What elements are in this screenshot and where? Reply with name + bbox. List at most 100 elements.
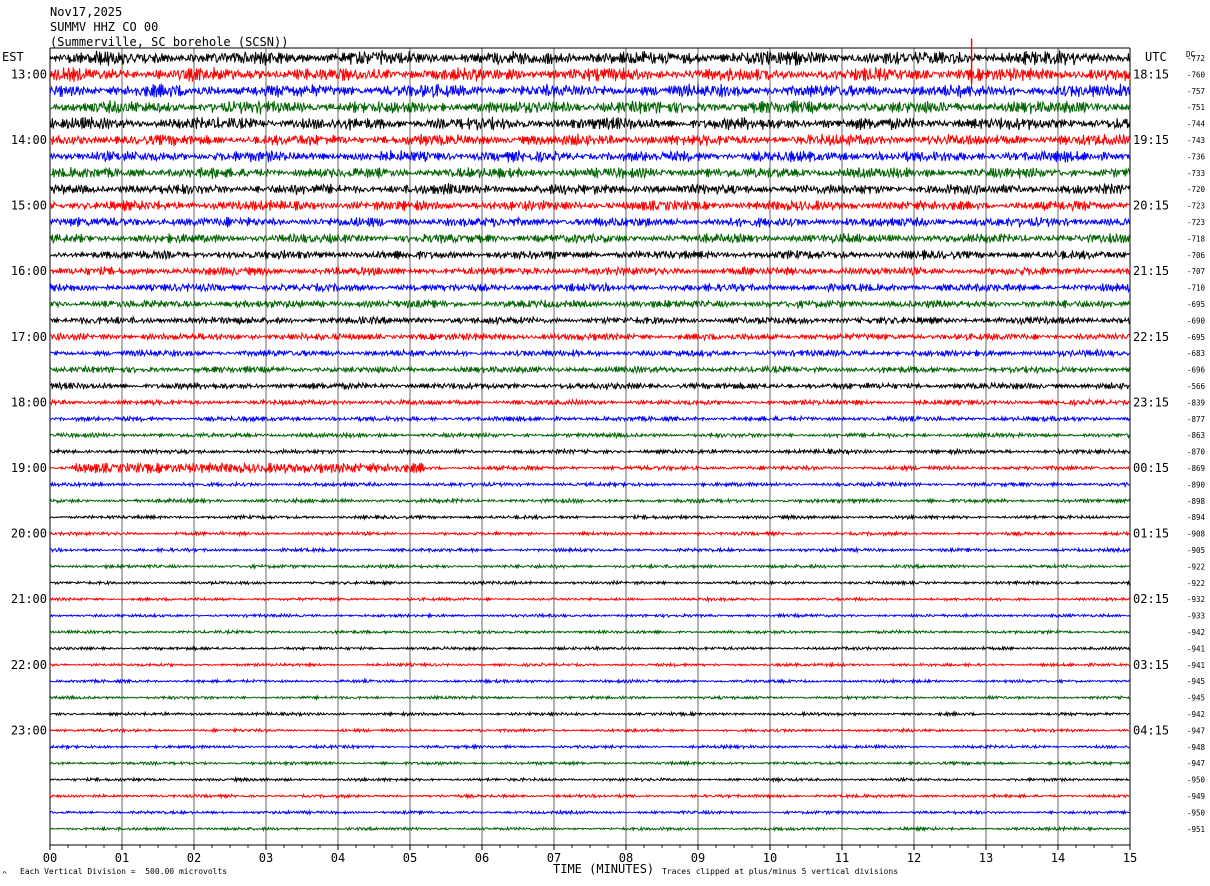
clip-note: Traces clipped at plus/minus 5 vertical … — [662, 867, 898, 876]
dc-offset-value: -760 — [1187, 70, 1206, 79]
dc-offset-value: -945 — [1187, 677, 1205, 686]
utc-hour-label: 20:15 — [1133, 199, 1169, 213]
trace-32 — [49, 579, 1131, 587]
utc-hour-label: 23:15 — [1133, 395, 1169, 409]
trace-3 — [49, 99, 1131, 115]
trace-29 — [49, 530, 1131, 538]
x-tick-label: 03 — [259, 851, 273, 865]
trace-34 — [50, 612, 1131, 620]
left-timezone-label: EST — [2, 50, 24, 64]
est-hour-label: 15:00 — [11, 199, 47, 213]
trace-47 — [49, 825, 1131, 833]
x-tick-label: 11 — [835, 851, 849, 865]
trace-16 — [49, 315, 1131, 327]
dc-offset-value: -922 — [1187, 579, 1205, 588]
trace-36 — [49, 644, 1131, 652]
est-hour-label: 14:00 — [11, 133, 47, 147]
corner-mark: ^ — [2, 870, 7, 879]
dc-offset-value: -710 — [1187, 284, 1206, 293]
trace-8 — [50, 182, 1131, 196]
x-tick-label: 02 — [187, 851, 201, 865]
trace-17 — [49, 331, 1131, 342]
utc-hour-label: 04:15 — [1133, 723, 1169, 737]
x-tick-label: 08 — [619, 851, 633, 865]
dc-offset-value: -947 — [1187, 759, 1205, 768]
est-hour-label: 22:00 — [11, 658, 47, 672]
x-tick-label: 00 — [43, 851, 57, 865]
header: Nov17,2025 SUMMV HHZ CO 00 (Summerville,… — [2, 5, 1195, 64]
dc-offset-value: -922 — [1187, 562, 1205, 571]
dc-column-header: DC — [1186, 50, 1195, 59]
dc-offset-value: -566 — [1187, 382, 1206, 391]
trace-35 — [49, 628, 1131, 636]
utc-hour-label: 01:15 — [1133, 527, 1169, 541]
dc-offset-value: -949 — [1187, 792, 1205, 801]
dc-offset-value: -733 — [1187, 169, 1205, 178]
dc-offset-value: -863 — [1187, 431, 1205, 440]
trace-40 — [49, 710, 1131, 718]
dc-offset-value: -839 — [1187, 398, 1205, 407]
trace-0 — [49, 50, 1131, 66]
trace-2 — [49, 83, 1131, 99]
utc-hour-label: 03:15 — [1133, 658, 1169, 672]
dc-offset-value: -950 — [1187, 776, 1206, 785]
est-hour-label: 13:00 — [11, 67, 47, 81]
utc-hour-label: 18:15 — [1133, 67, 1169, 81]
dc-offset-value: -720 — [1187, 185, 1206, 194]
dc-offset-value: -941 — [1187, 661, 1205, 670]
est-hour-label: 17:00 — [11, 330, 47, 344]
header-station: SUMMV HHZ CO 00 — [50, 20, 158, 34]
trace-20 — [49, 381, 1131, 391]
dc-offset-value: -941 — [1187, 644, 1205, 653]
trace-14 — [49, 281, 1131, 294]
dc-offset-value: -942 — [1187, 710, 1205, 719]
scale-note: Each Vertical Division = 500.00 microvol… — [20, 867, 227, 876]
x-tick-label: 10 — [763, 851, 777, 865]
dc-offset-value: -905 — [1187, 546, 1205, 555]
dc-offset-value: -950 — [1187, 808, 1206, 817]
dc-offset-value: -951 — [1187, 825, 1205, 834]
dc-offset-value: -757 — [1187, 87, 1205, 96]
dc-offset-value: -945 — [1187, 694, 1205, 703]
dc-offset-value: -942 — [1187, 628, 1205, 637]
dc-offset-value: -772 — [1187, 54, 1205, 63]
trace-45 — [49, 792, 1131, 800]
x-tick-label: 15 — [1123, 851, 1137, 865]
trace-44 — [49, 776, 1130, 784]
dc-offset-value: -744 — [1187, 120, 1206, 129]
dc-offset-value: -947 — [1187, 726, 1205, 735]
x-axis-title: TIME (MINUTES) — [553, 862, 654, 876]
x-tick-label: 06 — [475, 851, 489, 865]
trace-23 — [49, 431, 1131, 440]
trace-41 — [49, 726, 1130, 734]
dc-offset-value: -683 — [1187, 349, 1205, 358]
dc-offset-labels: -772 -760 -757 -751 -744 -743 -736 -733 -720 -723… — [1187, 54, 1206, 834]
dc-offset-value: -869 — [1187, 464, 1205, 473]
utc-hour-label: 00:15 — [1133, 461, 1169, 475]
dc-offset-value: -690 — [1187, 316, 1206, 325]
est-hour-label: 19:00 — [11, 461, 47, 475]
trace-28 — [49, 513, 1131, 521]
trace-10 — [49, 216, 1131, 229]
dc-offset-value: -894 — [1187, 513, 1206, 522]
right-timezone-label: UTC — [1145, 50, 1167, 64]
trace-42 — [49, 743, 1131, 751]
est-hour-label: 18:00 — [11, 395, 47, 409]
trace-26 — [49, 480, 1131, 489]
est-hour-label: 23:00 — [11, 723, 47, 737]
header-date: Nov17,2025 — [50, 5, 122, 19]
x-tick-label: 05 — [403, 851, 417, 865]
trace-6 — [49, 149, 1131, 163]
trace-24 — [49, 447, 1131, 456]
trace-43 — [49, 759, 1131, 767]
dc-offset-value: -908 — [1187, 530, 1206, 539]
utc-hour-label: 02:15 — [1133, 592, 1169, 606]
dc-offset-value: -743 — [1187, 136, 1205, 145]
utc-hour-label: 22:15 — [1133, 330, 1169, 344]
dc-offset-value: -933 — [1187, 612, 1205, 621]
trace-18 — [49, 347, 1131, 359]
utc-hour-label: 19:15 — [1133, 133, 1169, 147]
trace-11 — [49, 232, 1131, 245]
dc-offset-value: -723 — [1187, 218, 1205, 227]
dc-offset-value: -870 — [1187, 448, 1206, 457]
